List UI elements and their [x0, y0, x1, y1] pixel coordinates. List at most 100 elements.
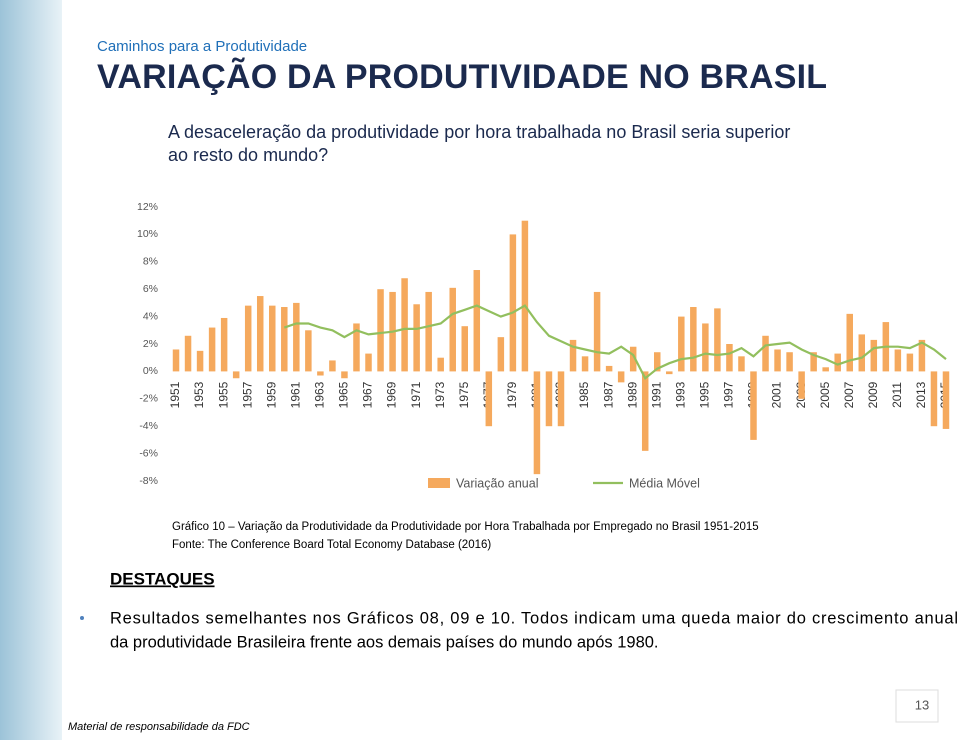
x-tick-label: 1987: [601, 381, 615, 408]
bar: [281, 307, 288, 372]
page-number-box: [895, 689, 939, 723]
bar: [172, 349, 180, 372]
x-tick-label: 1969: [385, 381, 399, 408]
bar: [509, 234, 517, 372]
bar: [942, 371, 950, 429]
x-tick-label: 1995: [698, 381, 712, 408]
bar: [666, 371, 673, 375]
x-tick-label: 1973: [433, 381, 447, 408]
bar: [293, 302, 300, 372]
bar: [449, 287, 456, 372]
bar: [317, 371, 324, 376]
y-tick-label: 6%: [143, 283, 158, 295]
x-tick-label: 1967: [361, 381, 375, 408]
bar: [461, 326, 469, 372]
x-tick-label: 2013: [914, 381, 928, 408]
bar: [208, 327, 216, 372]
x-tick-label: 1963: [313, 381, 327, 408]
x-tick-label: 1985: [577, 381, 591, 408]
bar: [365, 353, 372, 372]
bar: [232, 371, 240, 379]
bar: [401, 278, 408, 372]
y-tick-label: 10%: [137, 228, 158, 240]
bar: [702, 323, 709, 372]
bar: [497, 337, 505, 372]
bar: [822, 367, 829, 372]
bar: [629, 346, 637, 372]
page-number: 13: [915, 697, 929, 712]
x-tick-label: 2001: [770, 381, 784, 408]
x-tick-label: 1953: [192, 381, 206, 408]
bar: [305, 330, 312, 372]
bar: [858, 334, 866, 372]
y-tick-label: 0%: [143, 365, 158, 377]
bar: [918, 339, 926, 372]
highlights-line: Resultados semelhantes nos Gráficos 08, …: [110, 609, 958, 627]
side-strip: [0, 0, 62, 740]
bar: [714, 308, 721, 372]
x-tick-label: 2007: [842, 381, 856, 408]
bar: [834, 353, 841, 372]
bar: [798, 371, 805, 399]
bar: [810, 352, 817, 372]
x-tick-label: 2009: [866, 381, 880, 408]
bar: [473, 270, 481, 372]
bar: [184, 335, 192, 372]
bar: [269, 305, 276, 372]
bar: [341, 371, 348, 379]
y-tick-label: -4%: [139, 420, 158, 432]
x-tick-label: 2011: [890, 382, 904, 408]
kicker: Caminhos para a Produtividade: [97, 38, 307, 55]
bar: [786, 352, 793, 372]
bar: [244, 305, 252, 372]
x-tick-label: 1975: [457, 381, 471, 408]
question-line: ao resto do mundo?: [168, 145, 328, 165]
bullet: [80, 616, 84, 620]
legend-swatch: [428, 478, 450, 488]
legend-label: Média Móvel: [629, 476, 700, 490]
x-tick-label: 1955: [216, 381, 230, 408]
bar: [196, 350, 204, 372]
bar: [437, 357, 444, 372]
x-tick-label: 1965: [337, 381, 351, 408]
bar: [220, 317, 228, 372]
highlights-title: DESTAQUES: [110, 569, 215, 588]
bar: [678, 316, 685, 372]
y-tick-label: 8%: [143, 256, 158, 268]
bar: [870, 339, 878, 372]
bar: [425, 291, 432, 372]
y-tick-label: -6%: [139, 447, 158, 459]
bar: [413, 304, 420, 372]
footer: Material de responsabilidade da FDC: [68, 721, 250, 733]
highlights-line: da produtividade Brasileira frente aos d…: [110, 633, 659, 651]
bar: [906, 353, 914, 372]
bar: [557, 371, 565, 427]
x-tick-label: 1991: [649, 381, 663, 408]
x-tick-label: 1979: [505, 381, 519, 408]
y-tick-label: 12%: [137, 201, 158, 213]
bar: [762, 335, 769, 372]
x-tick-label: 1997: [722, 381, 736, 408]
caption-line: Fonte: The Conference Board Total Econom…: [172, 539, 491, 551]
bar: [581, 356, 589, 372]
x-tick-label: 1993: [673, 381, 687, 408]
y-tick-label: -8%: [139, 475, 158, 487]
moving-average-line: [283, 304, 947, 380]
chart: -8% -6% -4% -2% 0% 2% 4% 6% 8% 10% 12% 1951 1953 1955…: [137, 201, 952, 491]
bar: [256, 296, 264, 372]
bar: [738, 356, 745, 372]
bar: [521, 220, 529, 372]
x-tick-label: 1951: [168, 381, 182, 408]
bar: [726, 344, 733, 372]
bar: [846, 313, 853, 372]
title: VARIAÇÃO DA PRODUTIVIDADE NO BRASIL: [97, 58, 827, 96]
bar: [377, 289, 384, 372]
bar: [569, 339, 577, 372]
caption-line: Gráfico 10 – Variação da Produtividade d…: [172, 521, 759, 533]
bar: [329, 360, 336, 372]
bar: [533, 371, 541, 475]
x-tick-label: 1989: [625, 381, 639, 408]
x-tick-label: 1971: [409, 381, 423, 408]
